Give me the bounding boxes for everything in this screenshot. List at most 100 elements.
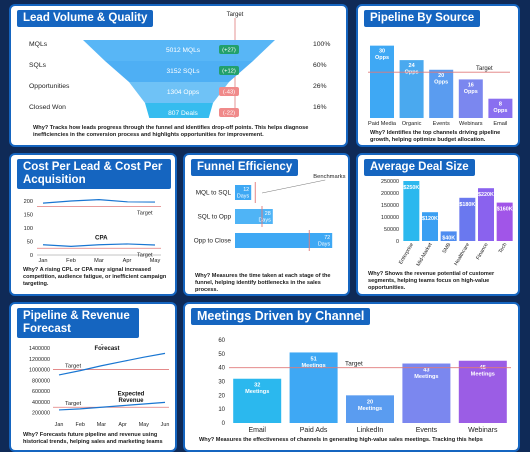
efficiency-bar-label: Days xyxy=(259,218,272,224)
pipeline-forecast-chart: 1400000 1200000 1000000 800000 600000 400000 2… xyxy=(29,344,170,428)
funnel-stage-name: Closed Won xyxy=(29,104,66,111)
cost-per-lead-card: Cost Per Lead & Cost Per Acquisition 200… xyxy=(9,153,177,296)
deal-bar xyxy=(422,212,438,241)
funnel-delta-badge xyxy=(219,66,239,75)
forecast-xtick: Mar xyxy=(97,422,106,428)
meetings-ytick: 40 xyxy=(218,366,225,372)
forecast-xtick: Jan xyxy=(55,422,64,428)
forecast-ytick: 1400000 xyxy=(29,346,50,352)
deal-category: Enterprise xyxy=(398,242,415,266)
avg-deal-title: Average Deal Size xyxy=(364,159,475,176)
forecast-series-label: Expected xyxy=(118,391,145,397)
deal-bar-label: $120K xyxy=(422,216,438,222)
cpl-series-line xyxy=(42,243,156,247)
funnel-delta-badge xyxy=(219,45,239,54)
forecast-xtick: Jun xyxy=(161,422,170,428)
funnel-delta: (-22) xyxy=(223,111,235,117)
meetings-bar xyxy=(289,352,338,423)
forecast-series-label: Forecast xyxy=(94,346,119,352)
deal-ytick: 200000 xyxy=(381,191,399,197)
cpl-ytick: 100 xyxy=(24,226,33,232)
funnel-delta: (-43) xyxy=(223,90,235,96)
cpl-target-label: Target xyxy=(137,252,153,258)
forecast-series-line xyxy=(58,401,166,411)
funnel-efficiency-card: Funnel Efficiency Benchmarks MQL to SQL 12… xyxy=(183,153,350,296)
cpl-series-line xyxy=(42,199,156,204)
pipeline-forecast-why: Why? Forecasts future pipeline and reven… xyxy=(23,432,163,445)
source-category: Paid Media xyxy=(368,121,397,127)
efficiency-bar-label: Days xyxy=(237,194,250,200)
cpl-xtick: May xyxy=(150,258,161,264)
avg-deal-why: Why? Shows the revenue potential of cust… xyxy=(368,271,495,291)
meetings-card: Meetings Driven by Channel 60 50 40 30 20 10 0… xyxy=(183,302,520,452)
cpl-ytick: 0 xyxy=(30,253,33,259)
source-target-label: Target xyxy=(476,66,493,72)
forecast-target-label: Target xyxy=(65,401,82,407)
funnel-stage-pct: 100% xyxy=(313,41,330,48)
funnel-stage-value: 5012 MQLs xyxy=(166,47,201,54)
meetings-chart: 605040302010032MeetingsEmail51MeetingsPa… xyxy=(218,338,511,434)
source-bar xyxy=(458,79,483,118)
meetings-category: Events xyxy=(416,427,438,434)
forecast-target-label: Target xyxy=(65,364,82,370)
source-category: Events xyxy=(433,121,450,127)
cpl-target-label: Target xyxy=(137,210,153,216)
deal-ytick: 100000 xyxy=(381,215,399,221)
funnel-delta-badge xyxy=(219,108,239,117)
deal-category: Mid-Market xyxy=(416,242,434,268)
forecast-xtick: Apr xyxy=(118,422,127,428)
pipeline-forecast-title: Pipeline & Revenue Forecast xyxy=(17,308,139,338)
efficiency-category: SQL to Opp xyxy=(197,214,231,221)
efficiency-category: MQL to SQL xyxy=(196,190,232,197)
meetings-bar xyxy=(233,378,282,423)
meetings-ytick: 0 xyxy=(222,421,226,427)
meetings-category: LinkedIn xyxy=(357,427,384,434)
deal-category: Finance xyxy=(475,242,489,261)
meetings-ytick: 60 xyxy=(218,338,225,344)
avg-deal-card: Average Deal Size 250000 200000 150000 1000… xyxy=(356,153,520,296)
funnel-stage-value: 3152 SQLs xyxy=(167,68,201,75)
funnel-stage-name: SQLs xyxy=(29,62,47,69)
source-bar-label: 8 xyxy=(499,102,502,108)
meetings-bar xyxy=(458,360,507,423)
pipeline-forecast-card: Pipeline & Revenue Forecast 1400000 12000… xyxy=(9,302,177,452)
lead-funnel-chart: Target MQLs 100% 5012 MQLs (+27) SQLs 60% 3152… xyxy=(29,12,330,118)
forecast-ytick: 800000 xyxy=(32,378,50,384)
funnel-delta: (+12) xyxy=(222,69,236,75)
forecast-ytick: 200000 xyxy=(32,411,50,417)
meetings-bar-label: Meetings xyxy=(301,363,325,369)
meetings-ytick: 30 xyxy=(218,380,225,386)
forecast-xtick: Feb xyxy=(76,422,85,428)
cpl-series-label: CPA xyxy=(95,235,108,242)
efficiency-bar-label: 72 xyxy=(324,235,330,241)
funnel-stage-name: MQLs xyxy=(29,41,48,48)
efficiency-bar-label: 12 xyxy=(243,187,249,193)
meetings-bar-label: 43 xyxy=(423,368,429,374)
source-bar-label: Opps xyxy=(464,89,478,95)
meetings-bar-label: Meetings xyxy=(358,406,382,412)
funnel-efficiency-why: Why? Measures the time taken at each sta… xyxy=(195,273,331,293)
source-bar-label: 16 xyxy=(468,82,474,88)
meetings-bar-label: 32 xyxy=(254,383,260,389)
deal-category: Healthcare xyxy=(453,242,471,267)
deal-bar xyxy=(459,197,476,241)
source-bar-label: 24 xyxy=(409,63,416,69)
meetings-ytick: 50 xyxy=(218,352,225,358)
cpl-xtick: Jan xyxy=(38,258,47,264)
efficiency-bar xyxy=(235,209,273,224)
source-bar-label: Opps xyxy=(493,108,507,114)
forecast-xtick: May xyxy=(139,422,149,428)
deal-bar xyxy=(403,181,420,241)
forecast-series-label: Revenue xyxy=(118,398,144,404)
lead-volume-title: Lead Volume & Quality xyxy=(17,10,154,27)
funnel-delta-badge xyxy=(219,87,239,96)
source-bar-label: 30 xyxy=(379,49,385,55)
funnel-stage-value: 807 Deals xyxy=(168,110,198,117)
source-bar xyxy=(488,98,513,118)
source-category: Email xyxy=(493,121,507,127)
deal-ytick: 0 xyxy=(396,239,399,245)
funnel-stage-name: Opportunities xyxy=(29,83,70,90)
